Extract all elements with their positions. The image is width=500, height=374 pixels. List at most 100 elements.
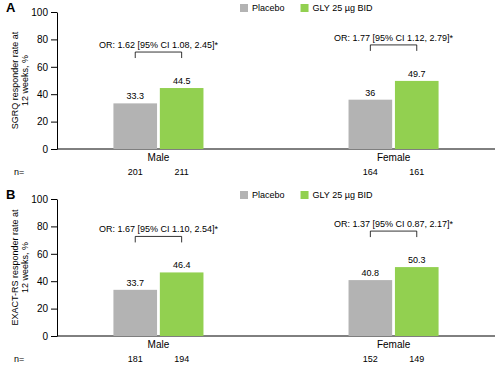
annotation: OR: 1.62 [95% CI 1.08, 2.45]* xyxy=(99,40,219,50)
y-tick-mark xyxy=(51,122,57,123)
panel-label: A xyxy=(6,0,16,15)
y-tick-mark xyxy=(51,309,57,310)
y-tick-mark xyxy=(51,336,57,337)
legend: Placebo GLY 25 µg BID xyxy=(240,3,373,13)
y-tick-mark xyxy=(51,94,57,95)
n-count: 152 xyxy=(363,354,378,364)
panel-label: B xyxy=(6,187,15,202)
y-tick: 0 xyxy=(42,144,57,155)
bar xyxy=(160,88,204,149)
legend-label: Placebo xyxy=(252,190,285,200)
y-tick-mark xyxy=(51,149,57,150)
y-tick-mark xyxy=(51,67,57,68)
y-tick-label: 100 xyxy=(31,194,48,205)
bracket xyxy=(370,231,416,237)
y-tick: 100 xyxy=(31,7,57,18)
n-count: 201 xyxy=(128,167,143,177)
legend-swatch xyxy=(240,4,248,12)
y-tick-mark xyxy=(51,39,57,40)
annotation: OR: 1.37 [95% CI 0.87, 2.17]* xyxy=(334,219,454,229)
y-tick: 0 xyxy=(42,331,57,342)
n-count: 181 xyxy=(128,354,143,364)
y-tick-mark xyxy=(51,199,57,200)
y-tick-label: 20 xyxy=(37,303,49,314)
n-count: 164 xyxy=(363,167,378,177)
x-tick-label: Male xyxy=(148,339,170,350)
y-tick: 80 xyxy=(37,34,57,45)
y-axis-line xyxy=(57,200,58,337)
y-tick-mark xyxy=(51,226,57,227)
y-axis: 0 20 40 60 80 100 xyxy=(31,194,57,342)
data-label: 33.7 xyxy=(126,278,144,288)
y-tick-mark xyxy=(51,12,57,13)
n-label: n= xyxy=(14,354,24,364)
legend-label: GLY 25 µg BID xyxy=(313,190,373,200)
bars xyxy=(113,81,438,149)
bar xyxy=(349,100,393,149)
y-axis-title: SGRQ responder rate at12 weeks, % xyxy=(10,31,30,129)
y-axis: 0 20 40 60 80 100 xyxy=(31,7,57,155)
panel: A 0 20 40 60 80 100 SGRQ responder rate at12 we… xyxy=(6,0,495,177)
bracket xyxy=(135,236,181,242)
bracket xyxy=(370,45,416,51)
figure: A 0 20 40 60 80 100 SGRQ responder rate at12 we… xyxy=(0,0,500,374)
bar xyxy=(395,81,439,149)
labels: 33.7 181 40.8 152 46.4 194 50.3 149 n= OR: 1.67 [… xyxy=(14,219,454,364)
y-tick-label: 40 xyxy=(37,276,49,287)
y-axis-line xyxy=(57,13,58,150)
annotation: OR: 1.77 [95% CI 1.12, 2.79]* xyxy=(334,33,454,43)
bars xyxy=(113,267,438,336)
n-count: 194 xyxy=(174,354,189,364)
data-label: 50.3 xyxy=(408,255,426,265)
data-label: 49.7 xyxy=(408,69,426,79)
x-tick: Male xyxy=(148,336,170,350)
x-tick-label: Female xyxy=(377,339,411,350)
y-tick-label: 0 xyxy=(42,331,48,342)
bar xyxy=(113,103,157,149)
y-tick: 60 xyxy=(37,249,57,260)
legend-label: GLY 25 µg BID xyxy=(313,3,373,13)
y-tick-label: 60 xyxy=(37,62,49,73)
data-label: 44.5 xyxy=(173,76,191,86)
y-tick: 80 xyxy=(37,221,57,232)
y-axis-title: EXACT-RS responder rate at12 weeks, % xyxy=(10,209,30,326)
labels: 33.3 201 36 164 44.5 211 49.7 161 n= OR: 1.62 [95… xyxy=(14,33,454,177)
y-tick-label: 20 xyxy=(37,116,49,127)
x-axis: Male Female xyxy=(57,149,495,163)
data-label: 40.8 xyxy=(362,268,380,278)
bar xyxy=(349,280,393,336)
n-count: 211 xyxy=(174,167,188,177)
bar xyxy=(113,290,157,336)
legend: Placebo GLY 25 µg BID xyxy=(240,190,373,200)
bracket xyxy=(135,52,181,58)
n-count: 149 xyxy=(409,354,424,364)
n-label: n= xyxy=(14,167,24,177)
legend-swatch xyxy=(301,4,309,12)
x-tick-label: Male xyxy=(148,152,170,163)
y-tick: 60 xyxy=(37,62,57,73)
x-axis: Male Female xyxy=(57,336,495,350)
data-label: 36 xyxy=(365,88,375,98)
y-tick-mark xyxy=(51,281,57,282)
bar xyxy=(160,272,204,336)
x-tick: Female xyxy=(377,336,411,350)
annotation: OR: 1.67 [95% CI 1.10, 2.54]* xyxy=(99,224,219,234)
x-tick: Female xyxy=(377,149,411,163)
legend-swatch xyxy=(240,191,248,199)
data-label: 46.4 xyxy=(173,260,191,270)
y-tick-label: 60 xyxy=(37,249,49,260)
x-tick: Male xyxy=(148,149,170,163)
data-label: 33.3 xyxy=(126,91,144,101)
y-tick: 40 xyxy=(37,89,57,100)
x-tick-label: Female xyxy=(377,152,411,163)
n-count: 161 xyxy=(409,167,424,177)
y-tick: 20 xyxy=(37,303,57,314)
legend-swatch xyxy=(301,191,309,199)
y-tick-label: 100 xyxy=(31,7,48,18)
bar xyxy=(395,267,439,336)
y-tick-label: 0 xyxy=(42,144,48,155)
y-tick: 40 xyxy=(37,276,57,287)
panel: B 0 20 40 60 80 100EXACT-RS responder rate at1… xyxy=(6,187,495,364)
legend-label: Placebo xyxy=(252,3,285,13)
y-tick: 20 xyxy=(37,116,57,127)
